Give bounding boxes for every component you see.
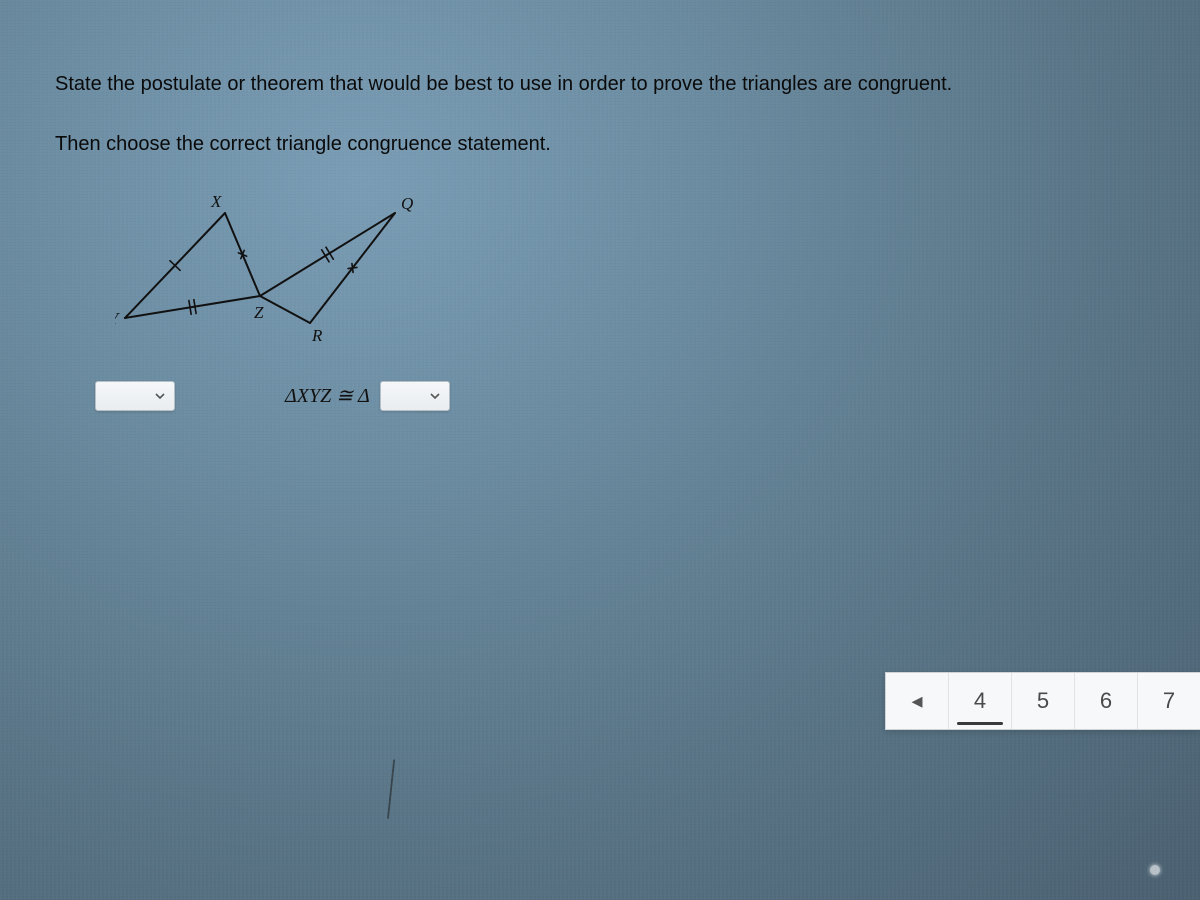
svg-text:Z: Z — [254, 303, 264, 322]
svg-text:X: X — [210, 192, 222, 211]
pager-page-6[interactable]: 6 — [1075, 673, 1138, 729]
postulate-dropdown[interactable] — [95, 381, 175, 411]
triangle-dropdown[interactable] — [380, 381, 450, 411]
chevron-down-icon — [154, 390, 166, 402]
congruence-statement: ΔXYZ ≅ Δ — [285, 381, 450, 411]
question-line-1: State the postulate or theorem that woul… — [55, 70, 1145, 98]
svg-text:Q: Q — [401, 194, 413, 213]
pen-mark — [387, 759, 413, 821]
question-pager: ◂4567 — [885, 672, 1200, 730]
svg-text:Y: Y — [115, 309, 120, 328]
corner-dot — [1150, 865, 1160, 875]
pager-page-5[interactable]: 5 — [1012, 673, 1075, 729]
answer-row: ΔXYZ ≅ Δ — [95, 381, 1145, 411]
question-panel: State the postulate or theorem that woul… — [0, 0, 1200, 481]
chevron-down-icon — [429, 390, 441, 402]
congruence-prefix: ΔXYZ ≅ Δ — [285, 382, 370, 410]
pager-page-4[interactable]: 4 — [949, 673, 1012, 729]
question-line-2: Then choose the correct triangle congrue… — [55, 130, 1145, 158]
svg-text:R: R — [311, 326, 323, 345]
triangle-diagram: Y X Z Q R — [115, 188, 1145, 356]
pager-page-7[interactable]: 7 — [1138, 673, 1200, 729]
pager-prev-button[interactable]: ◂ — [886, 673, 949, 729]
